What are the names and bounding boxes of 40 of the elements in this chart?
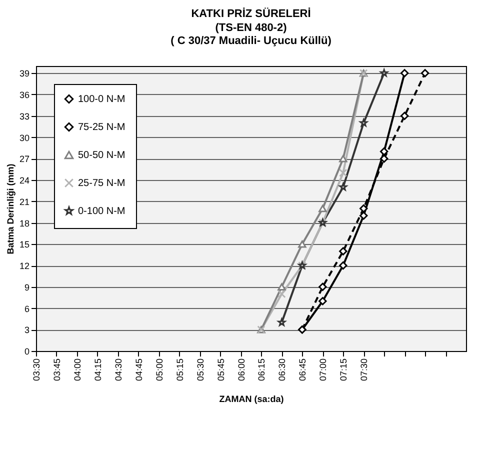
- y-tick-label: 18: [19, 218, 30, 228]
- x-tick-label: 05:45: [216, 358, 226, 382]
- x-tick-label: 03:30: [32, 358, 42, 382]
- x-tick-label: 04:45: [134, 358, 144, 382]
- y-tick-label: 33: [19, 111, 30, 122]
- x-tick-label: 04:30: [113, 358, 124, 382]
- x-tick-label: 07:30: [359, 358, 370, 382]
- x-axis-title: ZAMAN (sa:da): [219, 394, 284, 404]
- y-tick-label: 21: [19, 196, 30, 207]
- x-tick-label: 06:00: [236, 358, 246, 382]
- y-axis-title: Batma Derinliği (mm): [5, 164, 16, 254]
- y-tick-label: 24: [19, 176, 30, 186]
- x-tick-label: 07:00: [318, 358, 328, 382]
- y-tick-label: 12: [19, 261, 30, 271]
- x-tick-label: 04:00: [72, 358, 82, 382]
- y-tick-label: 27: [19, 154, 30, 164]
- legend-label: 50-50 N-M: [78, 150, 126, 161]
- y-tick-label: 36: [19, 90, 30, 100]
- x-tick-label: 06:15: [256, 358, 267, 382]
- x-tick-label: 04:15: [92, 358, 103, 382]
- y-tick-label: 9: [24, 282, 30, 292]
- x-tick-label: 05:15: [174, 358, 185, 382]
- y-tick-label: 39: [19, 68, 30, 79]
- legend-label: 25-75 N-M: [78, 178, 126, 189]
- y-tick-label: 0: [24, 346, 30, 356]
- legend-label: 0-100 N-M: [78, 206, 126, 217]
- x-tick-label: 06:45: [298, 358, 308, 382]
- y-tick-label: 15: [19, 240, 30, 250]
- legend-label: 100-0 N-M: [78, 94, 126, 105]
- y-tick-label: 3: [24, 325, 30, 336]
- y-tick-label: 6: [24, 304, 30, 314]
- y-tick-label: 30: [19, 132, 30, 143]
- x-tick-label: 06:30: [277, 358, 288, 382]
- x-tick-label: 05:00: [154, 358, 164, 382]
- x-tick-label: 05:30: [195, 358, 206, 382]
- legend-label: 75-25 N-M: [78, 122, 126, 133]
- x-tick-label: 03:45: [52, 358, 62, 382]
- chart-title: KATKI PRİZ SÜRELERİ: [191, 7, 311, 20]
- chart-subtitle: (TS-EN 480-2) ( C 30/37 Muadili- Uçucu Küllü): [170, 22, 332, 47]
- x-tick-label: 07:15: [338, 358, 349, 382]
